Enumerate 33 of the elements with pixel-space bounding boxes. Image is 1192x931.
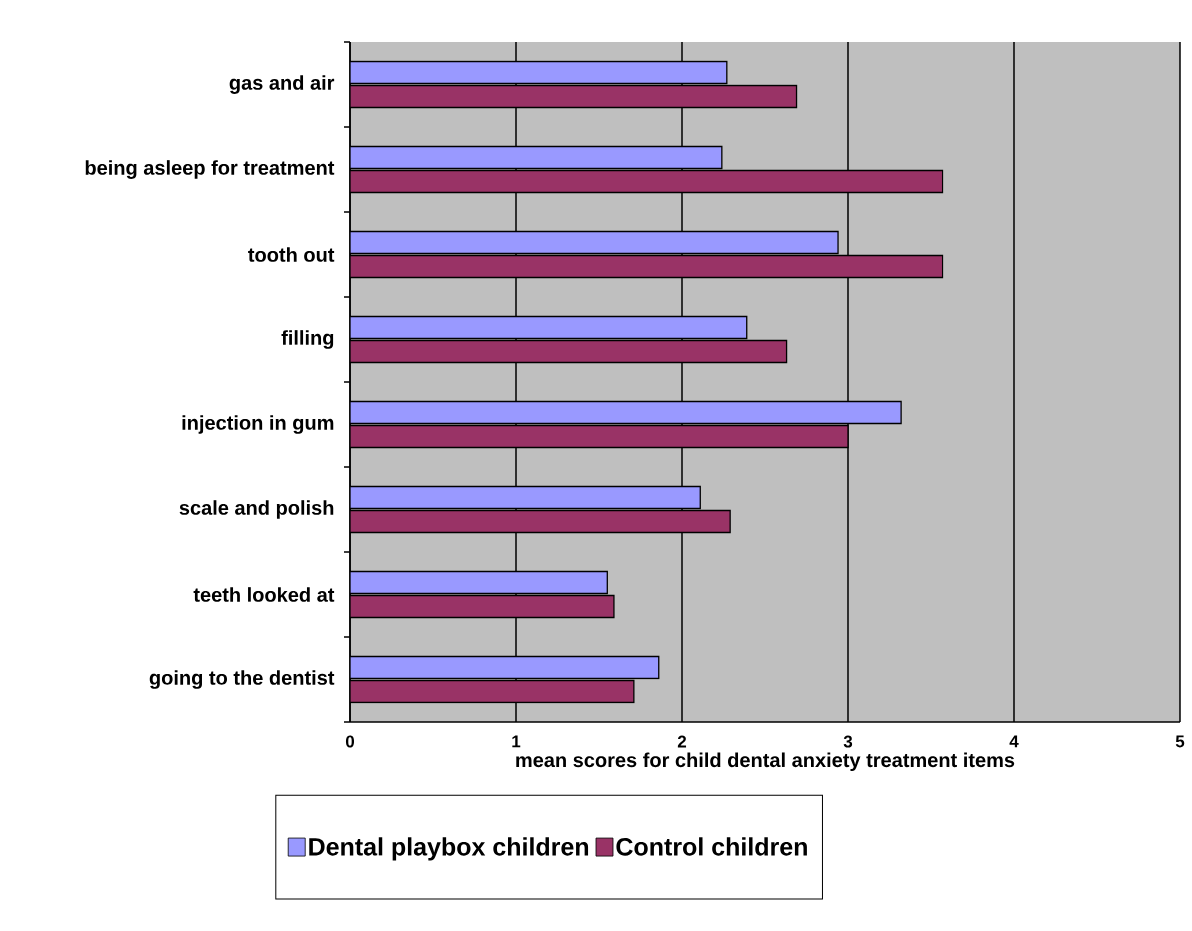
bar	[350, 570, 608, 595]
bar	[350, 509, 731, 534]
bar	[350, 594, 615, 619]
y-tick-label: tooth out	[248, 247, 335, 262]
legend-label: Dental playbox children	[309, 837, 589, 861]
bar	[350, 169, 944, 194]
y-tick-label: being asleep for treatment	[85, 160, 335, 179]
bar	[350, 339, 788, 364]
x-tick-label: 0	[345, 735, 355, 748]
bar	[350, 424, 849, 449]
y-tick-label: filling	[281, 330, 334, 349]
bar	[350, 679, 635, 704]
bar	[350, 145, 723, 170]
x-tick-label: 2	[677, 735, 687, 748]
legend-label: Control children	[616, 837, 807, 856]
y-tick-label: going to the dentist	[149, 670, 335, 689]
bar	[350, 655, 660, 680]
x-tick-label: 4	[1009, 735, 1019, 748]
bar	[350, 400, 902, 425]
x-tick-label: 3	[843, 735, 853, 748]
y-tick-label: injection in gum	[182, 415, 334, 434]
y-tick-label: scale and polish	[179, 500, 334, 519]
bar	[350, 485, 701, 510]
y-tick-label: gas and air	[229, 75, 335, 94]
bar	[350, 230, 839, 255]
x-axis-title: mean scores for child dental anxiety treatment items	[516, 752, 1015, 772]
bar	[350, 315, 748, 340]
bar	[350, 84, 798, 109]
y-tick-label: teeth looked at	[193, 587, 335, 602]
bar	[350, 60, 728, 85]
bar	[350, 254, 944, 279]
x-tick-label: 5	[1175, 735, 1185, 748]
x-tick-label: 1	[512, 735, 521, 748]
